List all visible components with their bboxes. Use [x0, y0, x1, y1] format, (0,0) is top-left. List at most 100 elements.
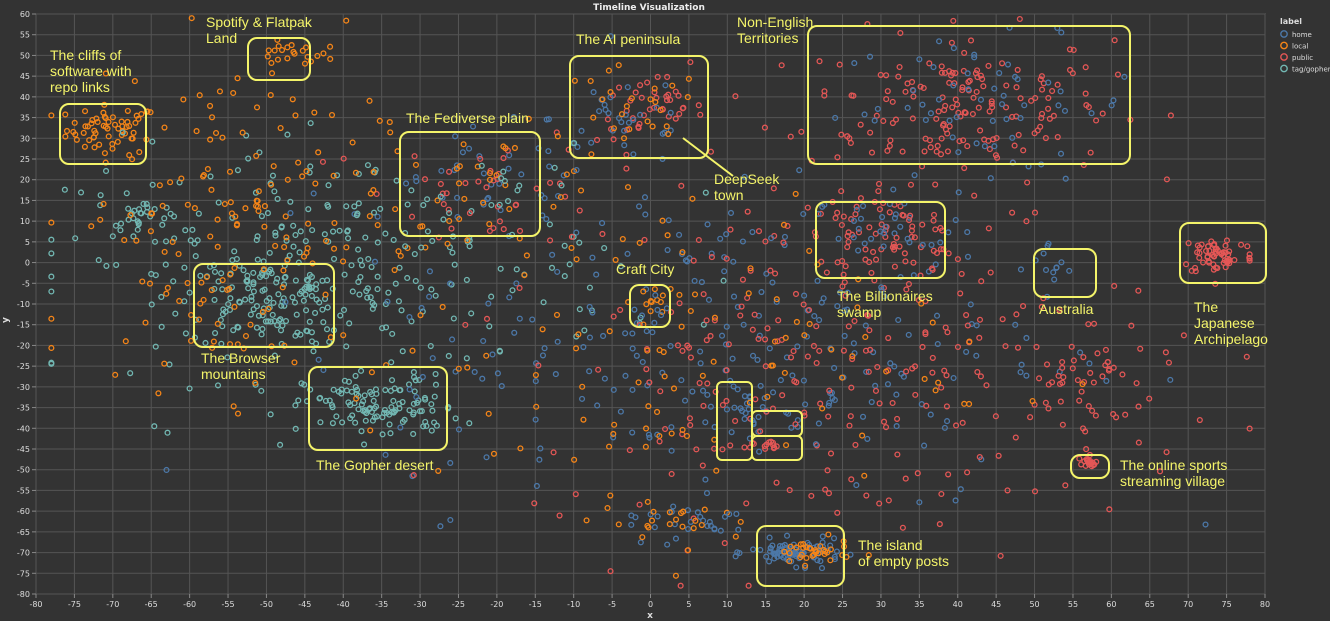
- point-public: [687, 354, 694, 361]
- point-public: [604, 116, 611, 123]
- point-local: [323, 237, 330, 244]
- point-home: [708, 250, 715, 257]
- point-home: [1004, 61, 1012, 68]
- point-public: [956, 138, 963, 145]
- point-local: [533, 403, 540, 410]
- point-home: [741, 173, 748, 180]
- point-local: [124, 107, 131, 114]
- point-local: [387, 129, 394, 136]
- point-local: [620, 135, 628, 142]
- point-public: [979, 75, 986, 83]
- point-tag-gopher: [586, 284, 593, 291]
- point-tag-gopher: [445, 352, 452, 360]
- point-local: [661, 373, 668, 380]
- point-home: [932, 261, 939, 268]
- point-home: [315, 356, 322, 363]
- point-public: [954, 256, 961, 263]
- point-tag-gopher: [149, 181, 156, 188]
- point-local: [278, 46, 286, 54]
- point-public: [1222, 242, 1229, 249]
- point-local: [803, 554, 810, 562]
- point-public: [1078, 461, 1085, 468]
- point-public: [723, 367, 730, 374]
- point-tag-gopher: [258, 213, 265, 220]
- point-tag-gopher: [112, 222, 120, 229]
- point-home: [689, 388, 696, 395]
- point-home: [599, 220, 606, 227]
- point-local: [417, 312, 424, 319]
- point-public: [617, 306, 624, 313]
- point-home: [871, 117, 878, 124]
- point-tag-gopher: [254, 233, 261, 240]
- point-local: [623, 103, 630, 110]
- point-tag-gopher: [369, 417, 376, 424]
- point-tag-gopher: [248, 293, 255, 300]
- point-local: [521, 272, 528, 279]
- point-local: [330, 172, 337, 179]
- point-home: [630, 116, 637, 123]
- point-tag-gopher: [137, 210, 144, 217]
- point-public: [556, 512, 563, 519]
- point-home: [777, 552, 784, 559]
- point-public: [762, 238, 769, 245]
- point-local: [260, 266, 267, 273]
- point-local: [265, 47, 272, 54]
- point-public: [810, 342, 817, 349]
- point-public: [646, 106, 653, 113]
- point-public: [903, 368, 910, 375]
- point-public: [1135, 403, 1142, 410]
- point-local: [793, 318, 800, 325]
- point-tag-gopher: [148, 301, 155, 308]
- point-home: [654, 513, 661, 520]
- point-public: [1037, 76, 1044, 83]
- point-home: [593, 271, 600, 278]
- point-local: [783, 442, 790, 449]
- point-public: [792, 421, 799, 428]
- point-public: [737, 312, 744, 319]
- point-public: [773, 443, 780, 450]
- point-home: [554, 268, 561, 275]
- point-local: [284, 176, 291, 183]
- point-home: [930, 64, 937, 71]
- point-tag-gopher: [271, 352, 278, 359]
- point-local: [802, 562, 809, 569]
- point-public: [914, 470, 921, 477]
- point-public: [762, 363, 769, 370]
- point-local: [234, 410, 242, 417]
- point-public: [974, 368, 981, 376]
- point-local: [70, 128, 77, 135]
- point-public: [850, 92, 857, 99]
- point-local: [311, 109, 318, 116]
- point-home: [589, 254, 596, 261]
- x-tick-label: -35: [375, 600, 388, 609]
- point-tag-gopher: [307, 120, 314, 127]
- point-tag-gopher: [360, 398, 367, 405]
- point-tag-gopher: [396, 264, 403, 271]
- point-home: [406, 313, 413, 321]
- point-public: [936, 521, 943, 528]
- point-local: [284, 44, 291, 51]
- point-tag-gopher: [370, 209, 378, 216]
- point-public: [757, 428, 764, 435]
- point-home: [897, 223, 904, 230]
- point-public: [1057, 398, 1064, 405]
- point-tag-gopher: [388, 359, 395, 366]
- point-home: [637, 539, 644, 546]
- point-home: [545, 148, 552, 155]
- point-home: [991, 143, 998, 150]
- point-public: [813, 323, 820, 330]
- point-local: [283, 234, 290, 241]
- point-home: [536, 456, 543, 463]
- point-local: [226, 168, 234, 175]
- point-public: [952, 69, 959, 77]
- point-public: [672, 88, 679, 95]
- point-home: [989, 117, 996, 124]
- point-local: [268, 70, 276, 77]
- y-tick-label: 30: [20, 134, 30, 143]
- point-local: [647, 96, 654, 103]
- point-home: [904, 104, 911, 111]
- point-local: [553, 311, 561, 318]
- point-public: [676, 300, 683, 307]
- point-public: [749, 326, 756, 333]
- point-public: [1194, 249, 1201, 256]
